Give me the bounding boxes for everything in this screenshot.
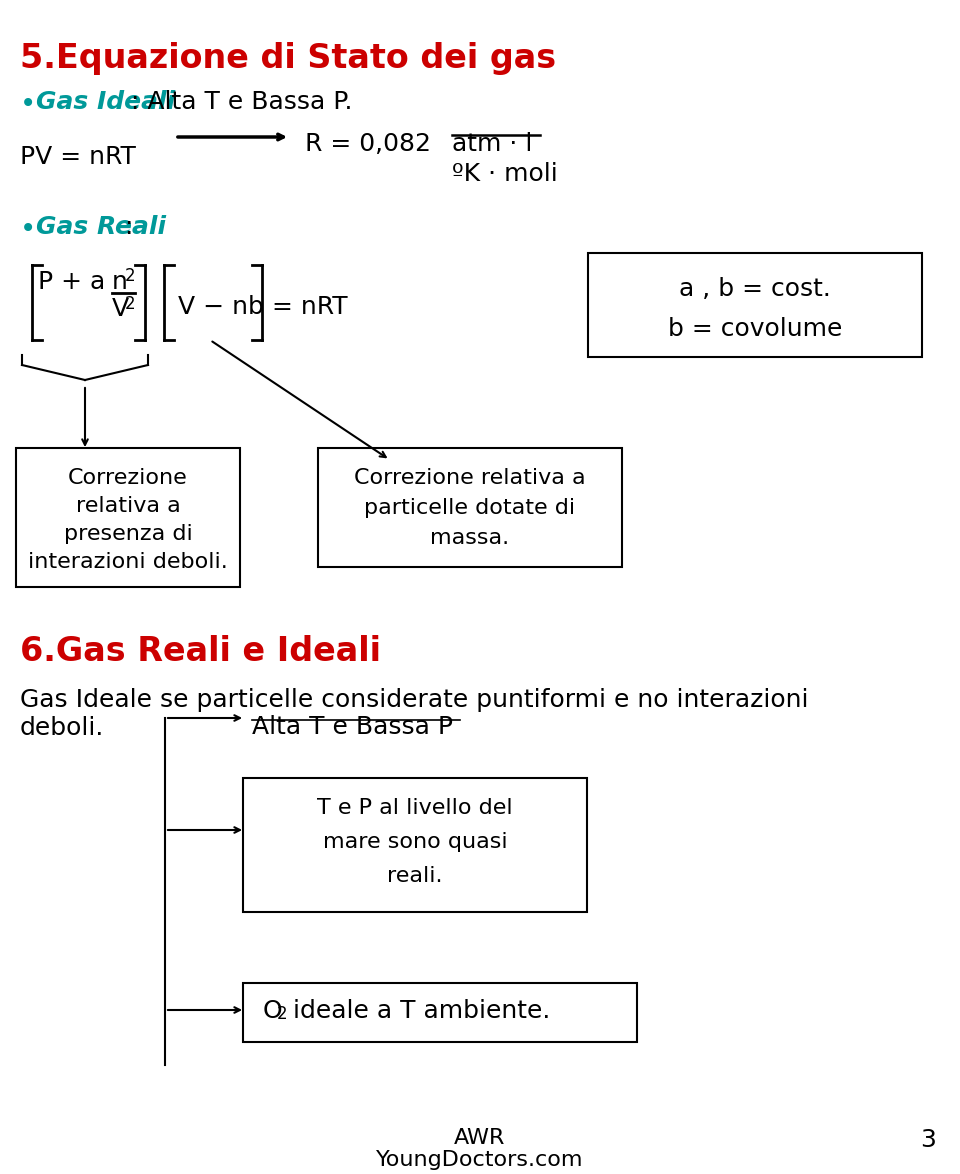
Text: Correzione: Correzione xyxy=(68,468,188,488)
Text: n: n xyxy=(112,270,128,294)
FancyBboxPatch shape xyxy=(243,778,587,912)
Text: 6.Gas Reali e Ideali: 6.Gas Reali e Ideali xyxy=(20,635,381,668)
Text: •: • xyxy=(20,90,36,119)
Text: particelle dotate di: particelle dotate di xyxy=(365,498,576,518)
Text: presenza di: presenza di xyxy=(63,524,192,544)
Text: b = covolume: b = covolume xyxy=(668,317,842,340)
Text: Gas Ideale se particelle considerate puntiformi e no interazioni: Gas Ideale se particelle considerate pun… xyxy=(20,688,808,711)
Text: 2: 2 xyxy=(277,1005,288,1023)
Text: ideale a T ambiente.: ideale a T ambiente. xyxy=(285,999,550,1023)
Text: R = 0,082: R = 0,082 xyxy=(305,131,431,156)
Text: 2: 2 xyxy=(125,295,135,313)
FancyBboxPatch shape xyxy=(588,254,922,357)
Text: interazioni deboli.: interazioni deboli. xyxy=(28,552,228,572)
Text: deboli.: deboli. xyxy=(20,716,105,740)
Text: V − nb: V − nb xyxy=(178,295,264,319)
Text: 5.Equazione di Stato dei gas: 5.Equazione di Stato dei gas xyxy=(20,42,556,75)
Text: Alta T e Bassa P: Alta T e Bassa P xyxy=(252,715,453,738)
Text: 2: 2 xyxy=(125,266,135,285)
Text: AWR: AWR xyxy=(454,1128,506,1148)
Text: 3: 3 xyxy=(920,1128,936,1152)
Text: Gas Ideali: Gas Ideali xyxy=(36,90,176,114)
Text: mare sono quasi: mare sono quasi xyxy=(323,832,507,852)
FancyBboxPatch shape xyxy=(243,983,637,1043)
Text: Gas Reali: Gas Reali xyxy=(36,215,166,239)
Text: massa.: massa. xyxy=(430,528,510,548)
FancyBboxPatch shape xyxy=(16,448,240,587)
Text: V: V xyxy=(112,297,130,321)
Text: = nRT: = nRT xyxy=(272,295,348,319)
FancyBboxPatch shape xyxy=(318,448,622,567)
Text: :: : xyxy=(124,215,132,239)
Text: P + a: P + a xyxy=(38,270,106,294)
Text: : Alta T e Bassa P.: : Alta T e Bassa P. xyxy=(131,90,352,114)
Text: O: O xyxy=(263,999,282,1023)
Text: T e P al livello del: T e P al livello del xyxy=(317,798,513,818)
Text: a , b = cost.: a , b = cost. xyxy=(679,277,831,301)
Text: atm · l: atm · l xyxy=(452,131,533,156)
Text: •: • xyxy=(20,215,36,243)
Text: reali.: reali. xyxy=(387,866,443,886)
Text: PV = nRT: PV = nRT xyxy=(20,146,136,169)
Text: YoungDoctors.com: YoungDoctors.com xyxy=(376,1151,584,1170)
Text: Correzione relativa a: Correzione relativa a xyxy=(354,468,586,488)
Text: relativa a: relativa a xyxy=(76,495,180,517)
Text: ºK · moli: ºK · moli xyxy=(452,162,558,185)
